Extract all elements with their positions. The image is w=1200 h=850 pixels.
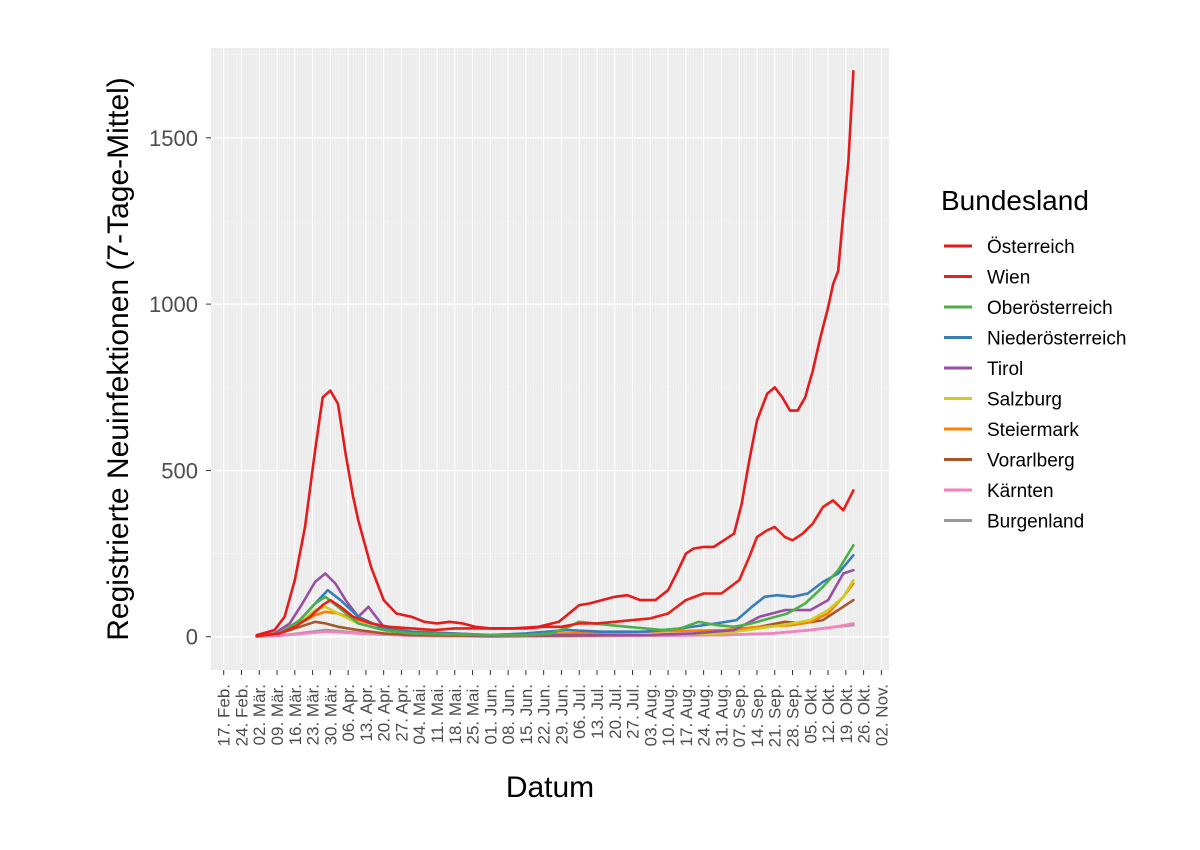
x-tick-label: 10. Aug. (659, 684, 678, 746)
series-line (255, 553, 855, 638)
x-tick-label: 21. Sep. (766, 684, 785, 747)
legend: Bundesland Österreich Wien Oberösterreich N… (941, 185, 1126, 533)
x-axis-title: Datum (506, 771, 594, 804)
x-tick-label: 28. Sep. (784, 684, 803, 747)
y-tick-label: 500 (161, 458, 198, 483)
x-tick-label: 22. Jun. (535, 684, 554, 745)
x-tick-label: 24. Feb. (232, 684, 251, 746)
x-tick-label: 26. Okt. (855, 684, 874, 744)
x-tick-label: 29. Jun. (552, 684, 571, 745)
x-axis: 17. Feb.24. Feb.02. Mär.09. Mär.16. Mär.… (215, 670, 891, 747)
x-tick-label: 15. Jun. (517, 684, 536, 745)
legend-label: Wien (987, 268, 1030, 289)
x-tick-label: 16. Mär. (286, 684, 305, 745)
legend-label: Vorarlberg (987, 451, 1075, 472)
grid-major (211, 48, 889, 670)
x-tick-label: 05. Okt. (801, 684, 820, 744)
x-tick-label: 17. Aug. (677, 684, 696, 746)
x-tick-label: 12. Okt. (819, 684, 838, 744)
x-tick-label: 20. Jul. (606, 684, 625, 739)
x-tick-label: 01. Jun. (481, 684, 500, 745)
x-tick-label: 27. Apr. (392, 684, 411, 742)
legend-title: Bundesland (941, 185, 1089, 216)
x-tick-label: 08. Jun. (499, 684, 518, 745)
y-tick-label: 1500 (149, 126, 198, 151)
x-tick-label: 13. Jul. (588, 684, 607, 739)
series-line (255, 489, 855, 638)
x-tick-label: 04. Mai. (410, 684, 429, 744)
x-tick-label: 20. Apr. (375, 684, 394, 742)
x-tick-label: 09. Mär. (268, 684, 287, 745)
y-tick-label: 0 (186, 625, 198, 650)
x-tick-label: 06. Apr. (339, 684, 358, 742)
legend-items: Österreich Wien Oberösterreich Niederösterr… (944, 237, 1126, 533)
x-tick-label: 06. Jul. (570, 684, 589, 739)
series-lines (255, 70, 855, 638)
x-tick-label: 23. Mär. (304, 684, 323, 745)
legend-label: Tirol (987, 359, 1023, 380)
legend-label: Niederösterreich (987, 329, 1126, 350)
x-tick-label: 14. Sep. (748, 684, 767, 747)
y-tick-label: 1000 (149, 292, 198, 317)
legend-label: Steiermark (987, 420, 1079, 441)
legend-label: Kärnten (987, 481, 1054, 502)
x-tick-label: 30. Mär. (321, 684, 340, 745)
x-tick-label: 07. Sep. (730, 684, 749, 747)
plot-panel (211, 48, 889, 670)
y-axis: 0 500 1000 1500 (149, 126, 211, 650)
legend-label: Salzburg (987, 390, 1062, 411)
x-tick-label: 03. Aug. (641, 684, 660, 746)
y-axis-title: Registrierte Neuinfektionen (7-Tage-Mitt… (102, 77, 135, 641)
x-tick-label: 02. Nov. (872, 684, 891, 746)
x-tick-label: 13. Apr. (357, 684, 376, 742)
x-tick-label: 02. Mär. (250, 684, 269, 745)
legend-label: Burgenland (987, 512, 1084, 533)
x-tick-label: 24. Aug. (695, 684, 714, 746)
series-line (255, 70, 855, 637)
legend-label: Oberösterreich (987, 298, 1113, 319)
legend-label: Österreich (987, 237, 1075, 258)
x-tick-label: 18. Mai. (446, 684, 465, 744)
x-tick-label: 25. Mai. (464, 684, 483, 744)
x-tick-label: 27. Jul. (624, 684, 643, 739)
x-tick-label: 31. Aug. (712, 684, 731, 746)
x-tick-label: 17. Feb. (215, 684, 234, 746)
x-tick-label: 19. Okt. (837, 684, 856, 744)
x-tick-label: 11. Mai. (428, 684, 447, 743)
